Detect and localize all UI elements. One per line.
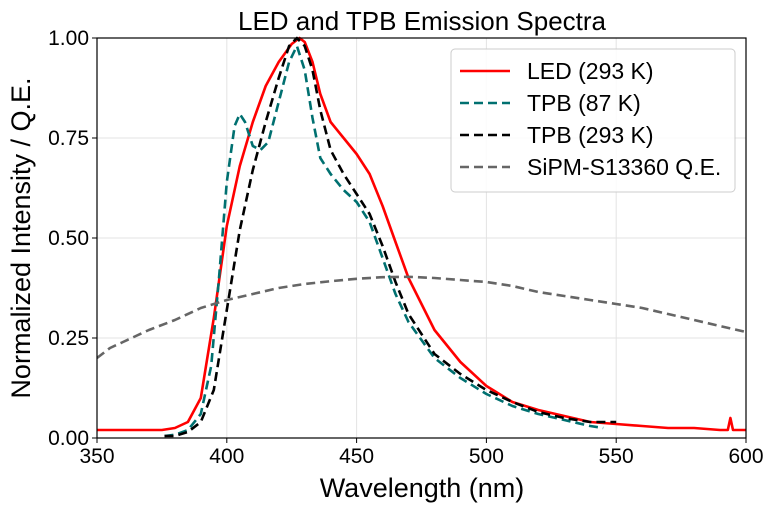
y-tick-label: 0.50 bbox=[48, 227, 89, 250]
series-line-tpb-87-k bbox=[164, 44, 604, 438]
legend-label: SiPM-S13360 Q.E. bbox=[527, 154, 721, 180]
legend-label: TPB (293 K) bbox=[527, 122, 654, 148]
y-tick-label: 1.00 bbox=[48, 27, 89, 50]
series-line-led-293-k bbox=[97, 36, 746, 432]
y-tick-label: 0.00 bbox=[48, 427, 89, 450]
y-tick-label: 0.75 bbox=[48, 127, 89, 150]
legend-label: TPB (87 K) bbox=[527, 90, 641, 116]
y-tick-label: 0.25 bbox=[48, 327, 89, 350]
x-tick-label: 550 bbox=[599, 445, 634, 468]
x-tick-label: 350 bbox=[79, 445, 114, 468]
x-tick-label: 600 bbox=[728, 445, 763, 468]
x-tick-label: 400 bbox=[209, 445, 244, 468]
series-line-tpb-293-k bbox=[164, 36, 617, 438]
legend-box bbox=[450, 48, 736, 193]
legend-label: LED (293 K) bbox=[527, 58, 654, 84]
x-tick-label: 500 bbox=[469, 445, 504, 468]
legend: LED (293 K) TPB (87 K) TPB (293 K) SiPM-S13… bbox=[450, 48, 736, 193]
x-tick-label: 450 bbox=[339, 445, 374, 468]
x-axis-title: Wavelength (nm) bbox=[320, 473, 525, 503]
y-axis-title: Normalized Intensity / Q.E. bbox=[6, 77, 36, 398]
chart-title: LED and TPB Emission Spectra bbox=[238, 6, 607, 36]
axis-ticks: 350 400 450 500 550 600 0.00 0.25 0.50 0.75 1.00 bbox=[48, 27, 763, 468]
series-line-sipm-s13360-q-e bbox=[97, 275, 746, 360]
data-series bbox=[97, 36, 746, 438]
